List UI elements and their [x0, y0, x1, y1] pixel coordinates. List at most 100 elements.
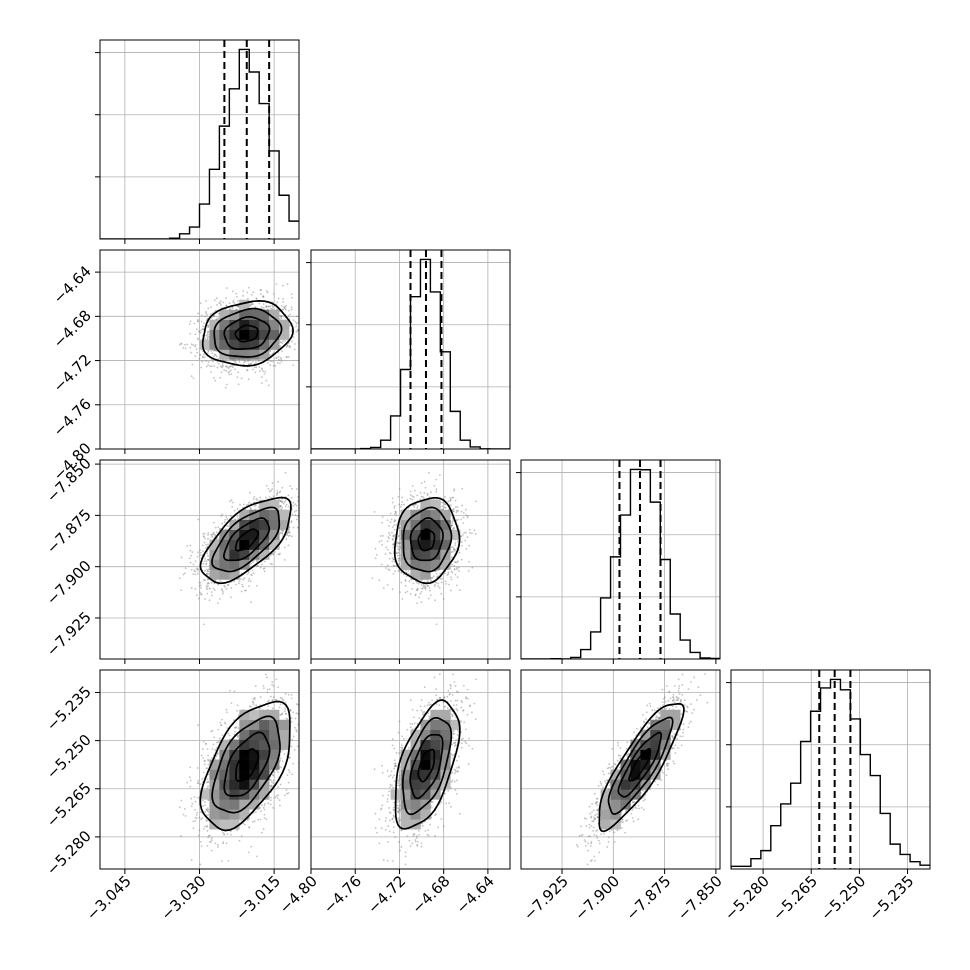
sample-point: [290, 293, 293, 296]
sample-point: [184, 567, 187, 570]
sample-point: [239, 577, 242, 580]
sample-point: [276, 492, 279, 495]
sample-point: [247, 579, 250, 582]
sample-point: [208, 599, 211, 602]
sample-point: [279, 499, 282, 502]
sample-point: [252, 498, 255, 501]
sample-point: [251, 303, 253, 306]
sample-point: [214, 533, 217, 536]
sample-point: [451, 522, 454, 525]
sample-point: [418, 596, 420, 599]
sample-point: [283, 501, 286, 503]
sample-point: [226, 366, 229, 368]
sample-point: [308, 337, 310, 339]
sample-point: [286, 283, 289, 286]
sample-point: [192, 344, 195, 347]
sample-point: [283, 306, 285, 309]
sample-point: [215, 349, 217, 352]
sample-point: [272, 364, 275, 367]
sample-point: [379, 535, 382, 537]
sample-point: [251, 303, 254, 306]
sample-point: [206, 572, 209, 575]
sample-point: [204, 570, 206, 572]
sample-point: [397, 496, 400, 498]
sample-point: [457, 510, 459, 512]
sample-point: [277, 356, 280, 358]
sample-point: [195, 568, 198, 571]
sample-point: [284, 471, 287, 474]
sample-point: [207, 559, 209, 561]
sample-point: [223, 521, 226, 523]
sample-point: [207, 335, 210, 338]
density-cell: [209, 569, 220, 580]
sample-point: [196, 320, 199, 323]
sample-point: [445, 582, 447, 585]
sample-point: [304, 506, 306, 508]
sample-point: [243, 577, 246, 580]
sample-point: [282, 297, 284, 300]
sample-point: [231, 307, 234, 310]
sample-point: [194, 343, 197, 346]
sample-point: [207, 361, 210, 363]
sample-point: [440, 581, 443, 584]
sample-point: [287, 531, 290, 534]
density-cell: [279, 509, 290, 520]
sample-point: [200, 329, 202, 332]
sample-point: [207, 534, 209, 536]
sample-point: [264, 370, 267, 373]
sample-point: [247, 360, 250, 362]
sample-point: [265, 306, 268, 308]
y-tick-label: −4.68: [50, 306, 95, 351]
density-cell: [279, 519, 290, 530]
sample-point: [386, 564, 389, 567]
sample-point: [231, 364, 234, 367]
sample-point: [275, 494, 278, 497]
sample-point: [207, 568, 210, 571]
sample-point: [217, 357, 219, 360]
sample-point: [279, 314, 282, 317]
sample-point: [197, 572, 199, 575]
sample-point: [226, 518, 229, 521]
density-cell: [259, 519, 270, 530]
sample-point: [286, 344, 289, 346]
sample-point: [220, 515, 223, 517]
sample-point: [249, 506, 252, 509]
sample-point: [391, 588, 394, 591]
sample-point: [202, 356, 204, 359]
sample-point: [279, 532, 282, 535]
density-cell: [269, 539, 280, 550]
sample-point: [407, 570, 410, 572]
sample-point: [419, 592, 422, 595]
sample-point: [261, 368, 264, 371]
sample-point: [256, 559, 259, 562]
sample-point: [283, 546, 286, 549]
sample-point: [225, 587, 228, 590]
sample-point: [269, 354, 272, 356]
sample-point: [258, 366, 261, 369]
sample-point: [213, 365, 216, 367]
sample-point: [394, 570, 397, 573]
sample-point: [290, 521, 293, 524]
density-cell: [249, 509, 260, 520]
density-cell: [229, 559, 240, 570]
density-cell: [249, 519, 260, 530]
sample-point: [462, 533, 464, 536]
sample-point: [229, 308, 232, 311]
sample-point: [391, 531, 393, 534]
sample-point: [207, 578, 210, 581]
sample-point: [317, 314, 319, 316]
sample-point: [268, 496, 271, 498]
sample-point: [444, 495, 446, 498]
sample-point: [282, 339, 285, 342]
sample-point: [239, 503, 241, 506]
sample-point: [221, 364, 224, 367]
sample-point: [214, 349, 217, 352]
sample-point: [254, 371, 257, 374]
sample-point: [306, 327, 308, 329]
sample-point: [392, 543, 395, 546]
sample-point: [196, 567, 199, 570]
density-cell: [259, 319, 270, 330]
sample-point: [317, 504, 319, 506]
sample-point: [284, 340, 286, 342]
density-cell: [239, 319, 250, 330]
